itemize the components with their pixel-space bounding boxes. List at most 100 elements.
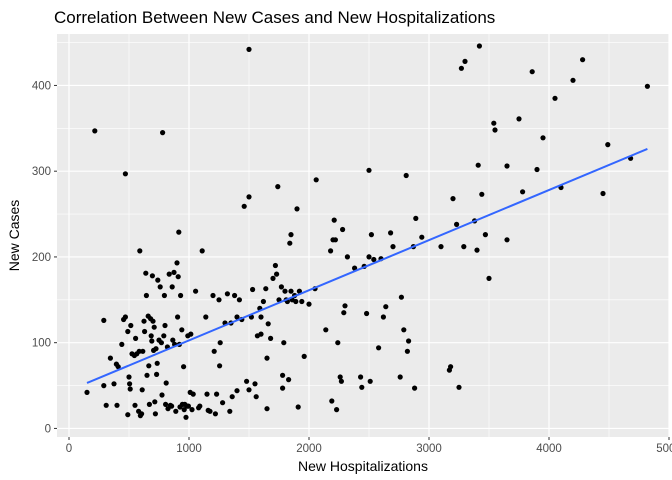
data-point [122,171,128,177]
data-point [295,404,301,410]
y-tick-label: 400 [32,80,51,92]
data-point [114,402,120,408]
y-tick-label: 200 [32,252,51,264]
data-point [127,381,133,387]
data-point [142,328,148,335]
data-point [605,142,611,148]
data-point [232,292,238,299]
data-point [272,262,278,269]
data-point [338,378,344,384]
data-point [301,353,307,359]
data-point [462,58,468,64]
data-point [329,398,335,404]
data-point [323,327,329,333]
data-point [492,127,498,133]
data-point [250,286,256,293]
data-point [220,400,226,406]
data-point [458,65,464,71]
data-point [398,294,404,300]
data-point [388,230,394,236]
data-point [328,248,334,254]
data-point [166,271,172,277]
data-point [246,194,252,200]
grid-lines [57,34,670,437]
data-point [162,322,168,329]
data-point [185,403,191,409]
data-point [163,401,169,407]
data-point [296,288,302,294]
data-point [450,196,456,202]
data-point [474,247,480,253]
data-point [236,297,242,303]
data-point [139,411,145,417]
data-point [397,374,403,380]
data-point [179,327,185,333]
data-point [143,292,149,299]
data-point [288,288,294,294]
data-point [264,355,270,361]
data-point [644,83,651,89]
data-point [154,371,160,377]
data-point [122,314,128,320]
data-point [403,172,409,179]
x-axis-title: New Hospitalizations [298,458,428,474]
data-point [171,269,177,275]
data-point [216,297,222,303]
data-point [265,321,271,327]
data-point [101,383,107,389]
data-point [150,318,156,324]
data-point [404,348,410,354]
data-point [212,411,218,417]
y-axis-title: New Cases [6,200,22,272]
data-point [368,232,374,238]
data-point [203,314,209,320]
data-point [126,374,132,380]
data-point [188,331,194,337]
data-point [152,411,158,417]
data-point [152,399,158,405]
x-tick-label: 1000 [176,443,202,455]
data-point [419,234,425,240]
x-tick-label: 5000 [656,443,672,455]
data-point [189,407,195,413]
data-point [217,363,223,369]
data-point [146,363,152,369]
data-point [270,275,276,281]
data-point [125,412,131,418]
data-point [175,274,181,280]
data-point [352,265,358,271]
data-point [183,414,189,420]
data-point [461,244,467,250]
data-point [204,391,210,397]
data-point [438,244,444,250]
data-point [520,189,526,195]
data-point [258,314,264,320]
data-point [141,318,147,324]
data-point [278,284,284,290]
data-point [340,226,346,233]
data-point [306,301,312,307]
data-point [158,340,164,346]
data-point [252,381,258,387]
data-point [491,120,497,126]
x-tick-label: 3000 [416,443,442,455]
data-point [359,384,365,390]
data-point [92,128,98,134]
data-point [125,328,131,335]
data-point [173,408,179,414]
data-point [281,340,287,346]
data-point [540,135,546,141]
data-point [401,327,407,333]
data-point [268,335,274,341]
data-point [241,203,247,209]
y-axis-ticks: 0 100 200 300 400 [32,80,57,435]
data-point [149,338,155,344]
data-point [253,394,259,400]
data-point [276,297,282,303]
data-point [211,348,217,354]
data-point [367,378,373,384]
data-point [217,340,223,346]
data-point [476,43,482,49]
data-point [133,335,139,341]
data-point [155,277,161,283]
